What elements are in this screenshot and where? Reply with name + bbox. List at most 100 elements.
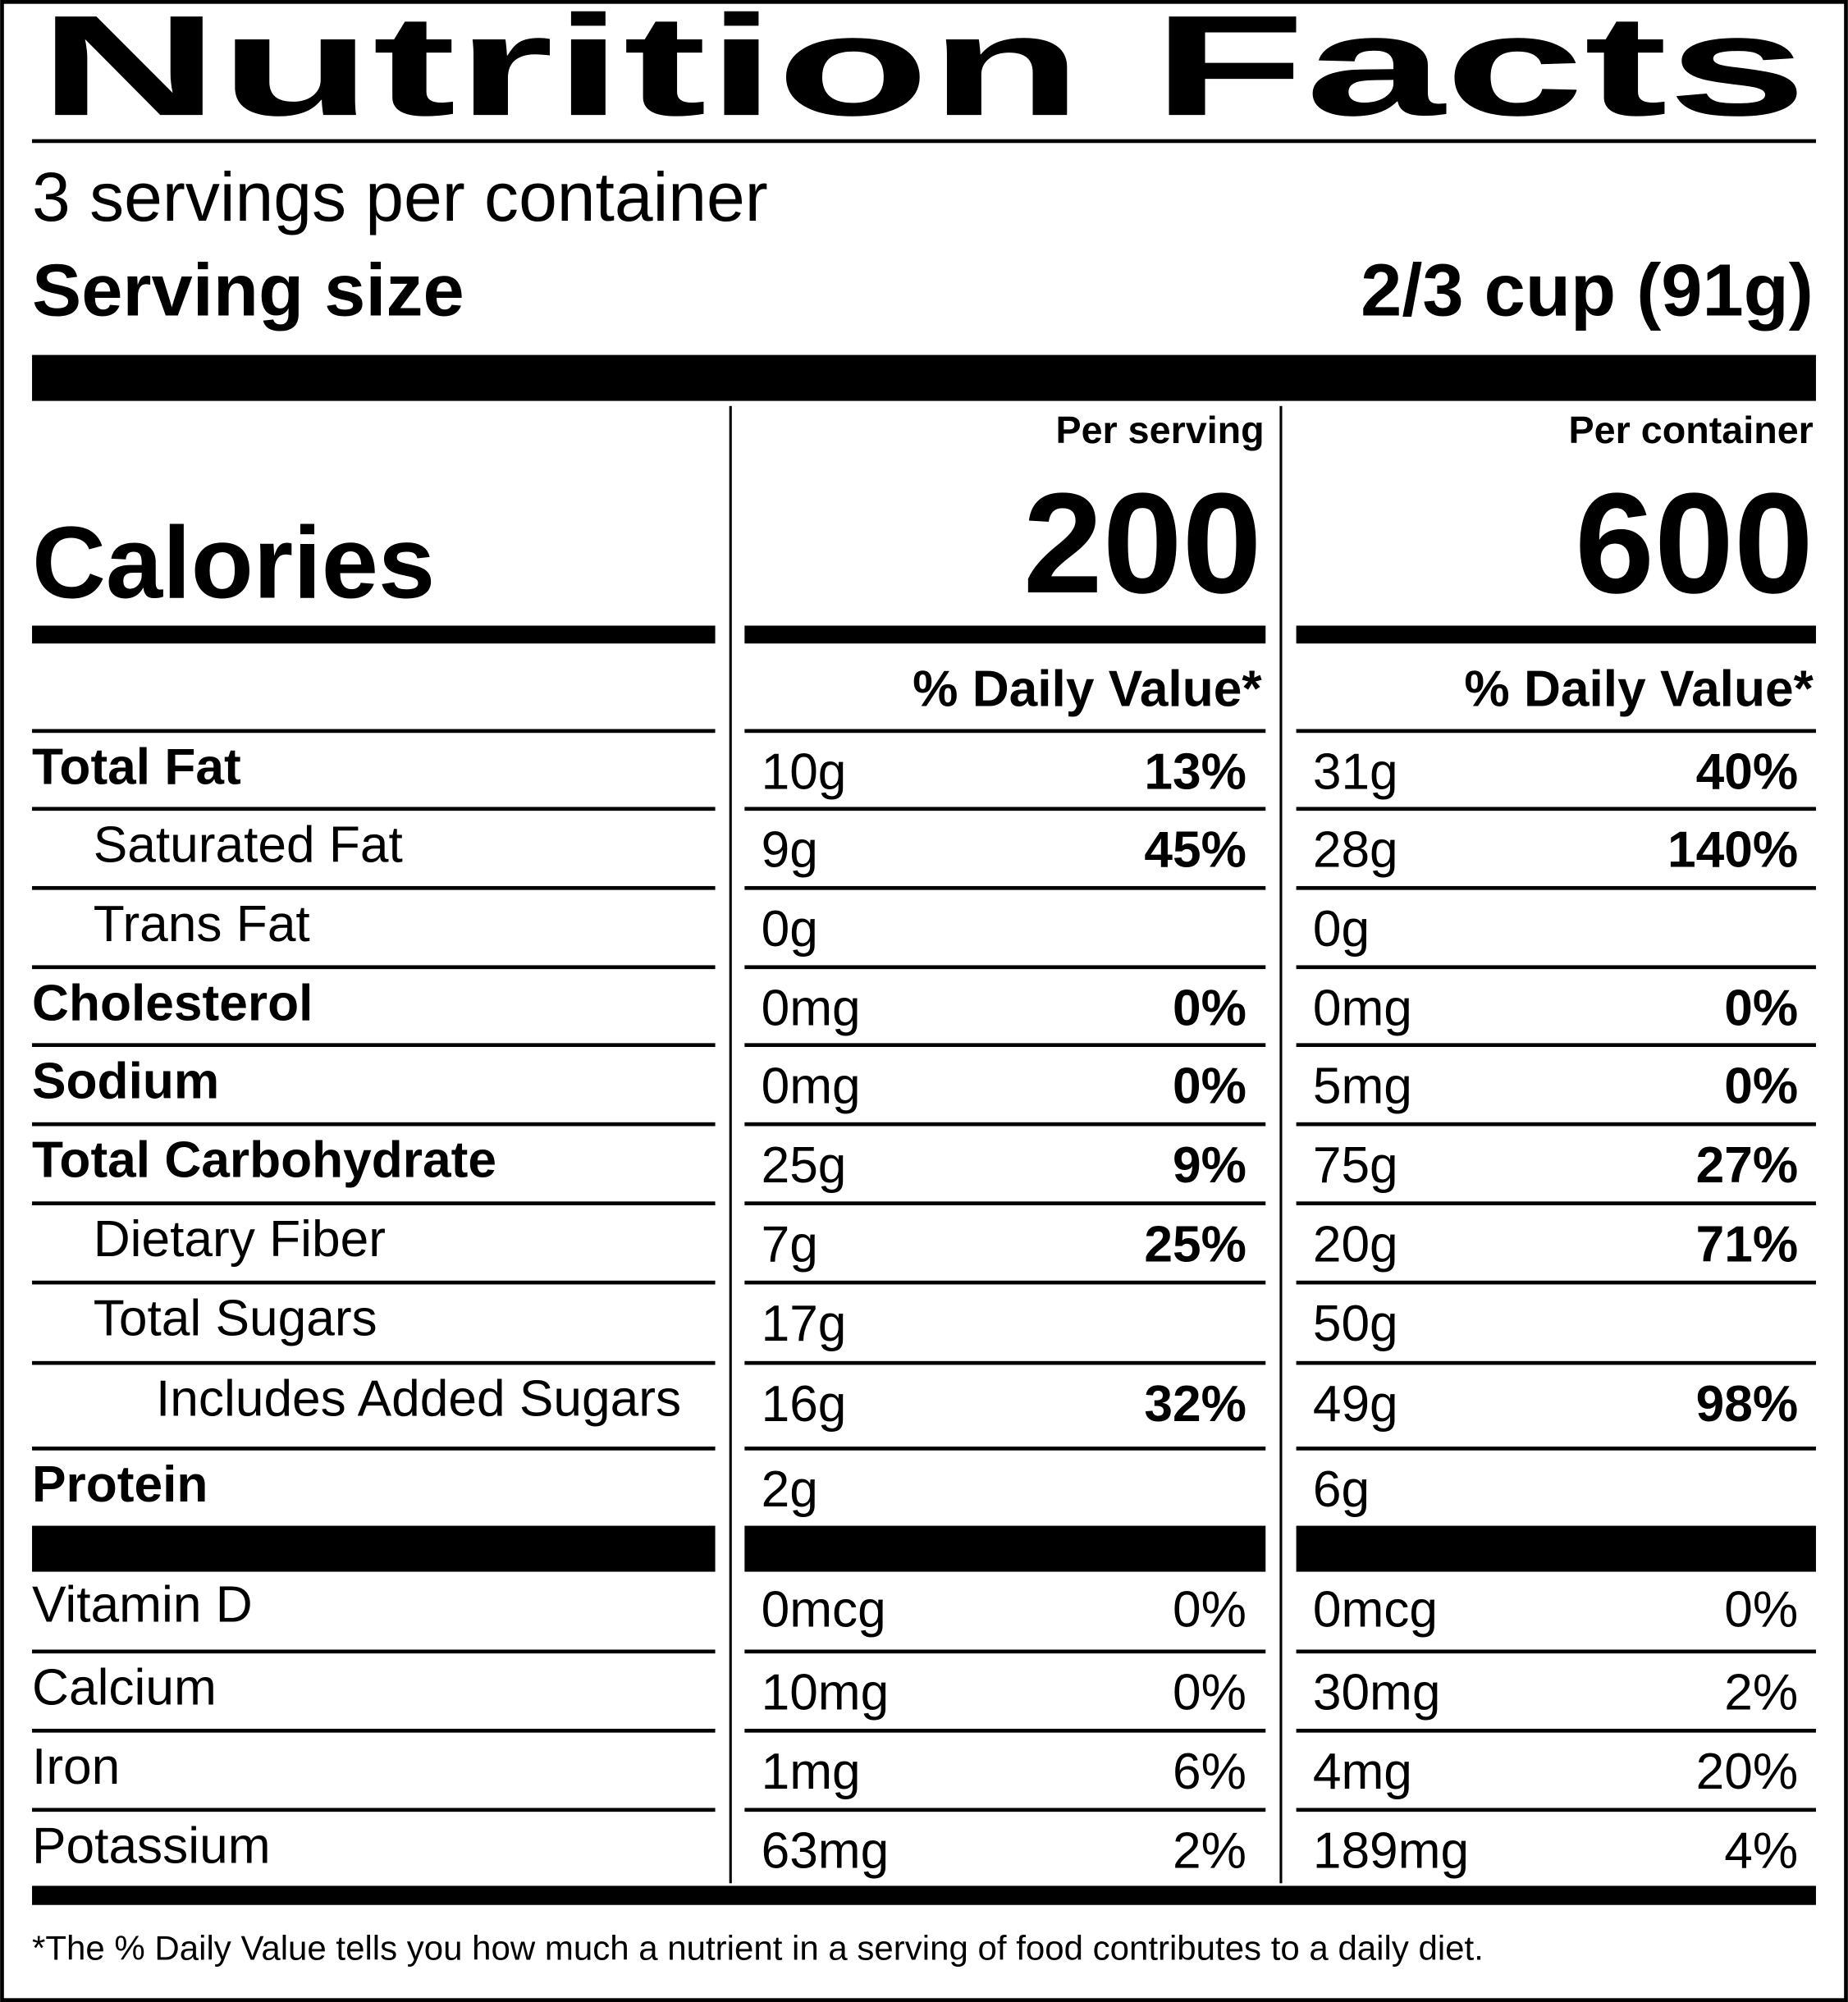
amount: 10g [762, 744, 847, 801]
row-rule [1296, 1122, 1816, 1127]
amount: 0mg [1313, 980, 1412, 1037]
nutrient-name: Total Sugars [94, 1291, 377, 1347]
amount: 31g [1313, 744, 1398, 801]
amount: 17g [762, 1296, 847, 1352]
nutrient-name: Includes Added Sugars [156, 1371, 681, 1428]
daily-value: 13% [1144, 744, 1246, 801]
amount: 25g [762, 1137, 847, 1194]
amount: 0mg [762, 980, 861, 1037]
row-rule [744, 807, 1266, 811]
row-rule [744, 1122, 1266, 1127]
amount: 50g [1313, 1296, 1398, 1352]
nutrient-name: Potassium [32, 1817, 271, 1874]
row-rule [744, 1808, 1266, 1812]
row-rule [32, 1728, 716, 1733]
column-header: Per container [1569, 409, 1814, 451]
row-rule [744, 885, 1266, 890]
nutrient-name: Protein [32, 1456, 208, 1513]
row-rule [32, 1808, 716, 1812]
amount: 49g [1313, 1376, 1398, 1433]
daily-value: 25% [1144, 1216, 1246, 1273]
bar [744, 625, 1266, 644]
bar [1296, 1525, 1816, 1572]
row-rule [744, 965, 1266, 970]
column-divider [1279, 405, 1283, 1884]
dv-header: % Daily Value* [1464, 661, 1814, 718]
row-rule [744, 1649, 1266, 1654]
row-rule [1296, 1728, 1816, 1733]
nutrient-name: Iron [32, 1739, 120, 1795]
calories-value: 600 [1575, 463, 1814, 623]
amount: 4mg [1313, 1744, 1412, 1800]
amount: 2g [762, 1461, 818, 1518]
row-rule [32, 1043, 716, 1048]
row-rule [1296, 1201, 1816, 1205]
row-rule [32, 885, 716, 890]
amount: 0g [762, 901, 818, 958]
amount: 0mg [762, 1058, 861, 1114]
row-rule [32, 1122, 716, 1127]
row-rule [32, 1360, 716, 1365]
row-rule [1296, 729, 1816, 734]
daily-value: 9% [1173, 1137, 1246, 1194]
daily-value: 27% [1696, 1137, 1799, 1194]
daily-value: 0% [1724, 1582, 1798, 1639]
calories-value: 200 [1023, 463, 1262, 623]
row-rule [1296, 1043, 1816, 1048]
row-rule [744, 1360, 1266, 1365]
calories-label: Calories [32, 505, 435, 619]
row-rule [744, 1201, 1266, 1205]
daily-value: 98% [1696, 1376, 1799, 1433]
row-rule [1296, 1360, 1816, 1365]
bar [1296, 625, 1816, 644]
amount: 7g [762, 1216, 818, 1273]
dv-header: % Daily Value* [913, 661, 1262, 718]
row-rule [744, 1728, 1266, 1733]
daily-value: 2% [1173, 1823, 1246, 1880]
row-rule [32, 807, 716, 811]
amount: 63mg [762, 1823, 890, 1880]
row-rule [1296, 807, 1816, 811]
daily-value: 4% [1724, 1823, 1798, 1880]
serving-size-label: Serving size [32, 249, 464, 331]
amount: 9g [762, 822, 818, 879]
amount: 10mg [762, 1665, 890, 1721]
row-rule [744, 1447, 1266, 1451]
amount: 189mg [1313, 1823, 1469, 1880]
amount: 6g [1313, 1461, 1370, 1518]
nutrient-name: Saturated Fat [94, 816, 403, 873]
daily-value: 0% [1173, 1665, 1246, 1721]
daily-value: 0% [1173, 980, 1246, 1037]
daily-value: 71% [1696, 1216, 1799, 1273]
rule [32, 139, 1816, 144]
bar [32, 1885, 1816, 1905]
row-rule [744, 1280, 1266, 1285]
row-rule [32, 1280, 716, 1285]
title: Nutrition Facts [39, 0, 1807, 145]
daily-value: 2% [1724, 1665, 1798, 1721]
daily-value: 0% [1173, 1058, 1246, 1114]
footnote: *The % Daily Value tells you how much a … [32, 1929, 1484, 1968]
daily-value: 32% [1144, 1376, 1246, 1433]
amount: 16g [762, 1376, 847, 1433]
amount: 30mg [1313, 1665, 1441, 1721]
column-divider [729, 405, 732, 1884]
daily-value: 0% [1173, 1582, 1246, 1639]
nutrient-name: Total Carbohydrate [32, 1132, 496, 1189]
amount: 1mg [762, 1744, 861, 1800]
nutrient-name: Vitamin D [32, 1576, 253, 1633]
row-rule [1296, 885, 1816, 890]
amount: 0g [1313, 901, 1370, 958]
row-rule [32, 1447, 716, 1451]
column-header: Per serving [1055, 409, 1264, 451]
row-rule [32, 729, 716, 734]
nutrient-name: Calcium [32, 1659, 217, 1716]
servings: 3 servings per container [32, 158, 768, 235]
bar [32, 625, 716, 644]
serving-size-value: 2/3 cup (91g) [1361, 249, 1814, 331]
daily-value: 40% [1696, 744, 1799, 801]
amount: 0mcg [762, 1582, 886, 1639]
daily-value: 140% [1667, 822, 1798, 879]
daily-value: 20% [1696, 1744, 1799, 1800]
